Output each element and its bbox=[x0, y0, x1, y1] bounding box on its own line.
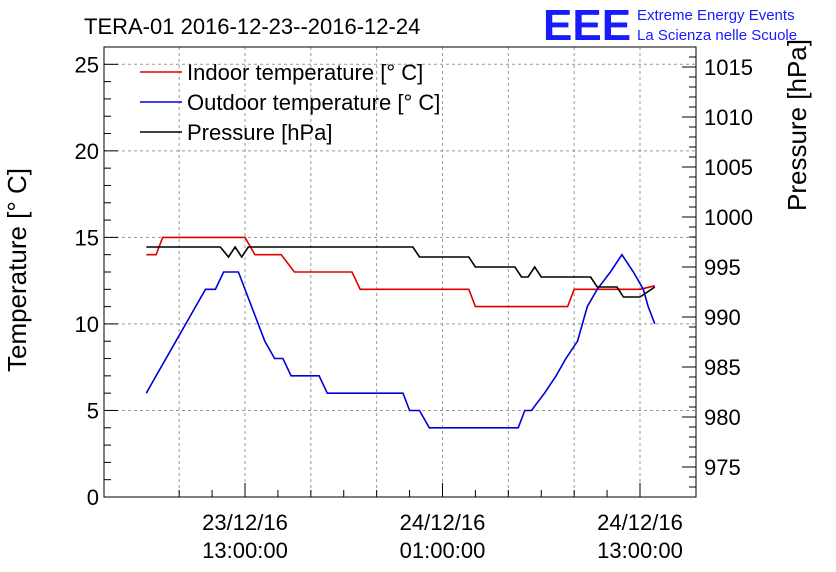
left-tick-label: 10 bbox=[75, 312, 99, 337]
series-line-1 bbox=[146, 236, 655, 308]
legend-label-1: Indoor temperature [° C] bbox=[187, 60, 423, 85]
right-tick-label: 975 bbox=[704, 455, 741, 480]
right-tick-label: 1000 bbox=[704, 205, 753, 230]
x-tick-label-date: 24/12/16 bbox=[400, 510, 486, 535]
logo-line-2: La Scienza nelle Scuole bbox=[637, 27, 797, 44]
x-tick-label-time: 13:00:00 bbox=[597, 538, 683, 563]
right-tick-label: 980 bbox=[704, 405, 741, 430]
x-tick-label-time: 01:00:00 bbox=[400, 538, 486, 563]
x-tick-label-date: 24/12/16 bbox=[597, 510, 683, 535]
y-axis-right-label: Pressure [hPa] bbox=[782, 39, 812, 211]
logo-line-1: Extreme Energy Events bbox=[637, 7, 795, 24]
tick-labels: 0510152025975980985990995100010051010101… bbox=[75, 52, 753, 563]
right-tick-label: 985 bbox=[704, 355, 741, 380]
right-tick-label: 1005 bbox=[704, 155, 753, 180]
right-tick-label: 1015 bbox=[704, 55, 753, 80]
y-axis-left-label: Temperature [° C] bbox=[2, 168, 32, 372]
chart-title: TERA-01 2016-12-23--2016-12-24 bbox=[84, 14, 420, 39]
left-tick-label: 20 bbox=[75, 139, 99, 164]
legend: Indoor temperature [° C] Outdoor temperat… bbox=[140, 60, 440, 145]
left-tick-label: 0 bbox=[87, 485, 99, 510]
right-tick-label: 990 bbox=[704, 305, 741, 330]
x-tick-label-date: 23/12/16 bbox=[202, 510, 288, 535]
axes bbox=[103, 46, 697, 498]
left-tick-label: 25 bbox=[75, 52, 99, 77]
legend-label-3: Pressure [hPa] bbox=[187, 120, 333, 145]
x-tick-label-time: 13:00:00 bbox=[202, 538, 288, 563]
right-tick-label: 1010 bbox=[704, 105, 753, 130]
series-layer bbox=[145, 236, 656, 429]
legend-label-2: Outdoor temperature [° C] bbox=[187, 90, 440, 115]
left-tick-label: 5 bbox=[87, 398, 99, 423]
right-tick-label: 995 bbox=[704, 255, 741, 280]
series-line-2 bbox=[145, 253, 656, 429]
eee-logo-icon: EEE bbox=[543, 1, 631, 50]
series-line-3 bbox=[146, 245, 656, 298]
left-tick-label: 15 bbox=[75, 225, 99, 250]
